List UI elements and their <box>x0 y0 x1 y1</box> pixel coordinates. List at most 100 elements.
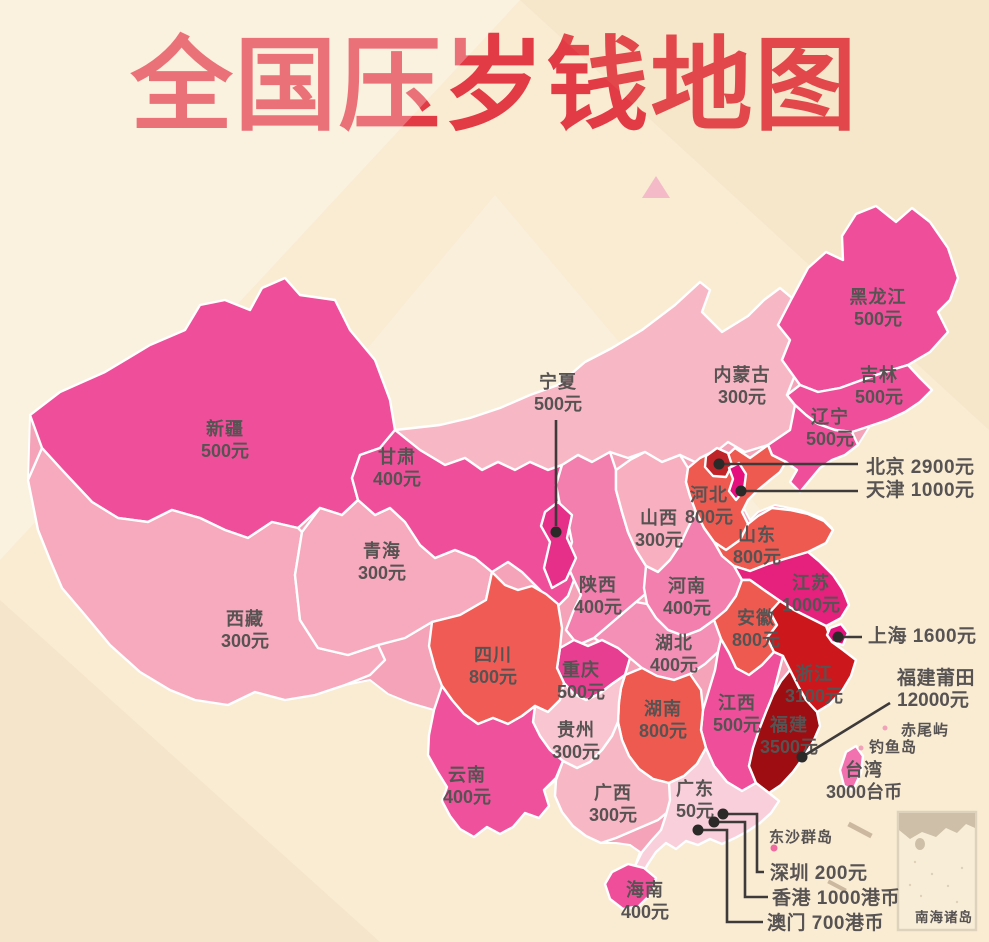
callout-shenzhen-dot <box>717 808 729 820</box>
callout-shanghai-label: 上海 1600元 <box>868 624 977 647</box>
label-hubei-value: 400元 <box>650 655 698 675</box>
label-jiangxi-value: 500元 <box>713 715 761 735</box>
inset-island-speck <box>955 900 959 904</box>
callout-tianjin-dot <box>735 485 747 497</box>
label-xizang-name: 西藏 <box>226 609 264 629</box>
label-jiangsu-name: 江苏 <box>792 572 830 593</box>
inset-island-speck <box>946 884 950 888</box>
label-xinjiang-name: 新疆 <box>206 418 244 439</box>
label-sichuan-value: 800元 <box>469 667 517 687</box>
label-henan-name: 河南 <box>668 575 706 596</box>
callout-ningxia-pointer-dot <box>550 526 562 538</box>
label-hebei-name: 河北 <box>690 485 728 505</box>
inset-hainan-blob <box>915 838 925 850</box>
inset-landmass <box>899 813 975 839</box>
label-shanxi-name: 山西 <box>640 508 678 528</box>
sea-hatch-mark <box>847 821 873 839</box>
callout-putian-dot <box>796 751 808 763</box>
label-taiwan-name: 台湾 <box>845 759 883 780</box>
label-dongsha: 东沙群岛 <box>769 828 833 846</box>
label-shaanxi-value: 400元 <box>574 597 622 617</box>
inset-island-speck <box>935 909 939 913</box>
label-jiangsu-value: 1000元 <box>782 595 840 615</box>
label-yunnan-name: 云南 <box>448 764 486 785</box>
label-xinjiang-value: 500元 <box>201 441 249 461</box>
label-shanxi-value: 300元 <box>635 530 683 550</box>
label-hebei-value: 800元 <box>685 507 733 527</box>
diaoyu-islet-dot <box>858 745 864 751</box>
label-shandong-value: 800元 <box>733 547 781 567</box>
label-liaoning-name: 辽宁 <box>811 406 849 427</box>
label-qinghai-value: 300元 <box>358 563 406 583</box>
region-fujian <box>747 668 822 795</box>
label-guangdong-name: 广东 <box>676 778 714 799</box>
callout-beijing-label: 北京 2900元 <box>866 455 975 478</box>
bg-facet <box>0 600 380 942</box>
label-ningxia-value: 500元 <box>534 394 582 414</box>
sea-hatch-mark <box>827 879 847 893</box>
deco-pink-triangle <box>642 176 670 198</box>
label-hubei-name: 湖北 <box>655 633 693 653</box>
callout-putian-label-line2: 12000元 <box>897 690 969 711</box>
callout-tianjin-label: 天津 1000元 <box>866 478 975 501</box>
callout-shenzhen-label: 深圳 200元 <box>770 861 867 884</box>
callout-macau-label: 澳门 700港币 <box>767 911 884 934</box>
label-ningxia-name: 宁夏 <box>539 371 577 392</box>
label-taiwan-value: 3000台币 <box>826 781 902 802</box>
label-hainan-value: 400元 <box>621 902 669 922</box>
inset-island-speck <box>930 872 934 876</box>
callout-macau-dot <box>692 824 704 836</box>
region-hainan <box>603 862 658 911</box>
label-shaanxi-name: 陕西 <box>579 574 617 595</box>
page-title: 全国压岁钱地图 <box>130 29 859 143</box>
label-diaoyu: 钓鱼岛 <box>869 738 917 756</box>
label-hunan-name: 湖南 <box>644 698 682 719</box>
inset-island-speck <box>960 866 964 870</box>
label-chiwei: 赤尾屿 <box>901 721 949 739</box>
label-gansu-value: 400元 <box>373 469 421 489</box>
label-anhui-value: 800元 <box>732 630 780 650</box>
label-anhui-name: 安徽 <box>737 607 775 628</box>
label-shandong-name: 山东 <box>738 524 776 545</box>
region-yunnan <box>426 684 565 839</box>
callout-putian-label: 福建莆田 <box>896 666 975 689</box>
label-fujian-name: 福建 <box>769 714 808 735</box>
label-guangdong-value: 50元 <box>676 801 714 821</box>
callout-putian-line <box>801 701 891 759</box>
label-liaoning-value: 500元 <box>806 429 854 449</box>
inset-island-speck <box>919 894 923 898</box>
callout-hongkong-line <box>714 820 768 899</box>
label-guizhou-value: 300元 <box>552 742 600 762</box>
label-neimenggu-value: 300元 <box>718 387 766 407</box>
callout-hongkong-label: 香港 1000港币 <box>771 887 900 909</box>
callout-shanghai-dot <box>832 631 844 643</box>
south-china-sea-inset <box>896 810 978 932</box>
region-zhejiang <box>765 599 858 714</box>
label-chongqing-name: 重庆 <box>562 659 600 680</box>
label-guangxi-name: 广西 <box>594 782 632 803</box>
label-hunan-value: 800元 <box>639 721 687 741</box>
label-zhejiang-value: 3100元 <box>785 686 843 706</box>
label-guizhou-name: 贵州 <box>557 720 595 740</box>
label-yunnan-value: 400元 <box>443 787 491 807</box>
label-guangxi-value: 300元 <box>589 805 637 825</box>
label-heilongjiang-value: 500元 <box>854 309 902 329</box>
label-jilin-name: 吉林 <box>860 364 898 385</box>
label-jilin-value: 500元 <box>855 387 903 407</box>
inset-island-speck <box>908 883 912 887</box>
label-hainan-name: 海南 <box>626 879 664 900</box>
label-henan-value: 400元 <box>663 598 711 618</box>
inset-island-speck <box>913 860 917 864</box>
label-neimenggu-name: 内蒙古 <box>714 364 771 385</box>
callout-macau-line <box>698 828 763 924</box>
label-nanhai: 南海诸岛 <box>915 909 973 925</box>
label-sichuan-name: 四川 <box>474 645 512 665</box>
region-ningxia <box>539 500 578 590</box>
label-gansu-name: 甘肃 <box>378 446 416 467</box>
dongsha-islet-dot <box>770 844 778 852</box>
label-heilongjiang-name: 黑龙江 <box>850 286 907 307</box>
region-guangdong <box>633 746 781 878</box>
label-qinghai-name: 青海 <box>363 540 401 561</box>
